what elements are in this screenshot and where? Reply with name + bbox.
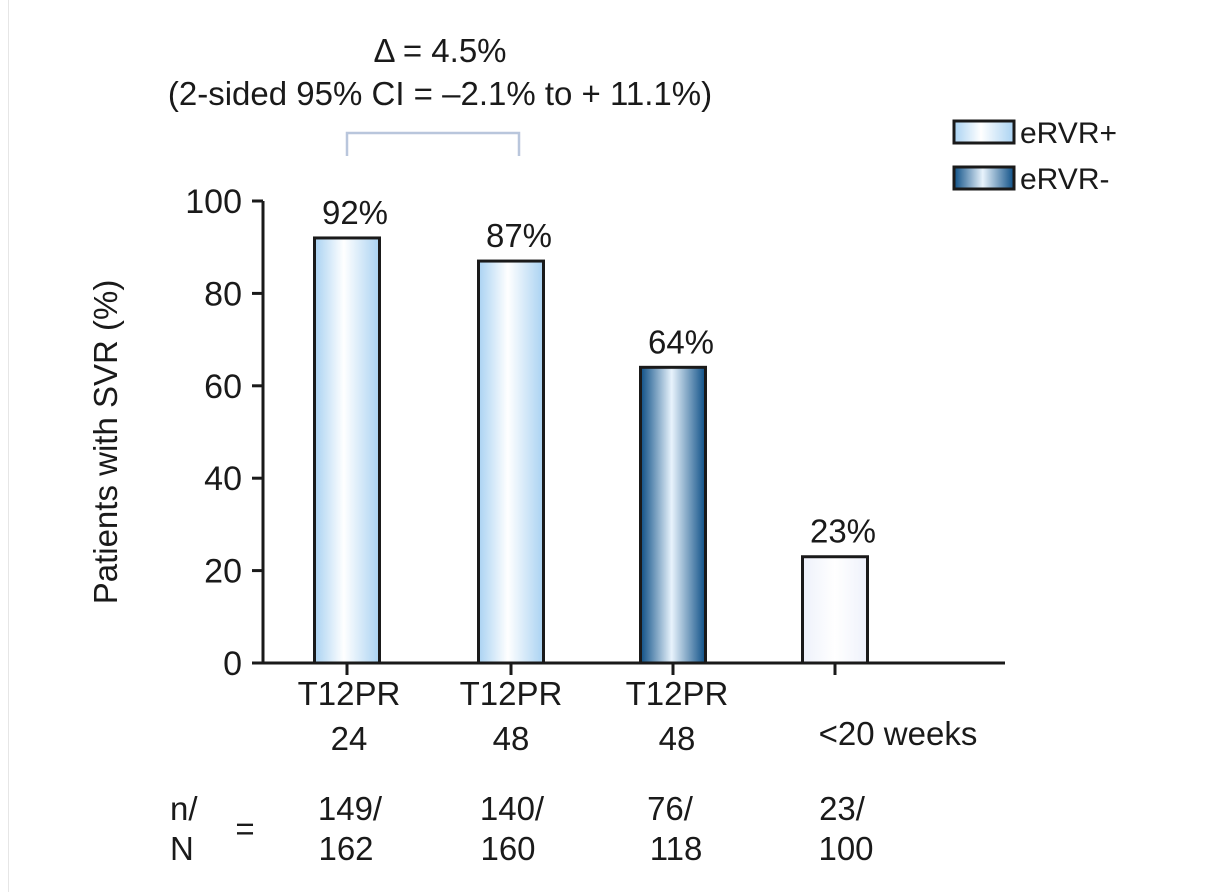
y-tick-label-100: 100	[185, 183, 242, 221]
n-over-n-row: n/ N = 149/ 162 140/ 160 76/ 118 23/ 100	[170, 790, 874, 867]
category-label-4-line2: <20 weeks	[819, 715, 978, 752]
category-label-1-line2: 24	[331, 720, 368, 757]
legend: eRVR+ eRVR-	[952, 117, 1117, 196]
y-tick-label-20: 20	[204, 553, 242, 591]
big-n-value-1: 162	[318, 830, 373, 867]
category-labels: T12PR 24 T12PR 48 T12PR 48 <20 weeks	[298, 675, 978, 757]
bar-value-label-2: 87%	[486, 217, 552, 254]
big-n-value-4: 100	[818, 830, 873, 867]
n-label: n/	[170, 790, 198, 827]
bar-1	[313, 236, 381, 665]
n-value-3: 76/	[647, 790, 694, 827]
legend-item-ervr-plus: eRVR+	[952, 117, 1117, 150]
n-value-1: 149/	[318, 790, 383, 827]
big-n-value-3: 118	[650, 830, 703, 867]
bar-value-label-4: 23%	[810, 513, 876, 550]
y-ticks: 0 20 40 60 80 100	[185, 183, 263, 683]
x-ticks	[345, 663, 837, 675]
bar-value-label-1: 92%	[322, 194, 388, 231]
bar-4	[801, 555, 869, 665]
bars: 92% 87% 64% 23%	[313, 194, 876, 665]
category-label-3-line2: 48	[659, 720, 696, 757]
bar-value-label-3: 64%	[648, 323, 714, 360]
category-label-2-line1: T12PR	[460, 675, 563, 712]
legend-label-ervr-plus: eRVR+	[1020, 117, 1117, 150]
y-axis-title: Patients with SVR (%)	[87, 280, 124, 605]
page-left-rule	[8, 0, 9, 892]
n-value-4: 23/	[819, 790, 866, 827]
bar-2	[477, 259, 545, 665]
n-equals-sign: =	[235, 810, 254, 847]
big-n-value-2: 160	[480, 830, 535, 867]
comparison-bracket	[345, 131, 521, 156]
legend-swatch-ervr-minus	[952, 165, 1016, 191]
delta-annotation: Δ = 4.5%	[373, 32, 506, 69]
big-n-label: N	[170, 830, 194, 867]
y-tick-label-0: 0	[223, 645, 242, 683]
y-tick-label-60: 60	[204, 368, 242, 406]
legend-swatch-ervr-plus	[952, 119, 1016, 145]
bar-3	[639, 365, 707, 665]
category-label-2-line2: 48	[493, 720, 530, 757]
y-tick-label-80: 80	[204, 275, 242, 313]
category-label-3-line1: T12PR	[626, 675, 729, 712]
n-value-2: 140/	[480, 790, 545, 827]
category-label-1-line1: T12PR	[298, 675, 401, 712]
ci-annotation: (2-sided 95% CI = –2.1% to + 11.1%)	[168, 75, 712, 112]
y-tick-label-40: 40	[204, 460, 242, 498]
legend-label-ervr-minus: eRVR-	[1020, 163, 1109, 196]
legend-item-ervr-minus: eRVR-	[952, 163, 1109, 196]
